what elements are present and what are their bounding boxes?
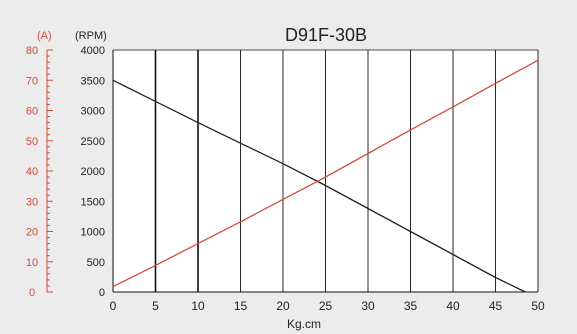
current-tick-label: 60 xyxy=(26,106,38,118)
rpm-tick-label: 500 xyxy=(87,257,105,269)
rpm-unit-label: (RPM) xyxy=(75,30,107,42)
series-line-1 xyxy=(112,79,526,293)
current-tick-label: 20 xyxy=(26,227,38,239)
chart-title: D91F-30B xyxy=(285,25,367,45)
rpm-axis: 0 500 1000 1500 2000 2500 3000 3500 4000 xyxy=(81,45,105,299)
current-unit-label: (A) xyxy=(37,30,52,42)
current-axis: 0 10 20 30 40 50 60 70 80 xyxy=(26,45,53,299)
rpm-tick-label: 3000 xyxy=(81,106,105,118)
rpm-tick-label: 2500 xyxy=(81,136,105,148)
current-tick-label: 30 xyxy=(26,196,38,208)
rpm-tick-label: 1000 xyxy=(81,227,105,239)
x-tick-label: 45 xyxy=(489,299,503,313)
rpm-tick-label: 4000 xyxy=(81,45,105,57)
current-tick-label: 50 xyxy=(26,136,38,148)
series-layer xyxy=(112,59,539,293)
x-tick-label: 30 xyxy=(361,299,375,313)
x-tick-label: 50 xyxy=(531,299,545,313)
grid-layer xyxy=(112,49,539,293)
x-axis: 0 5 10 15 20 25 30 35 40 45 50 xyxy=(110,299,545,313)
x-tick-label: 40 xyxy=(446,299,460,313)
x-tick-label: 0 xyxy=(110,299,117,313)
rpm-tick-label: 2000 xyxy=(81,166,105,178)
current-tick-label: 80 xyxy=(26,45,38,57)
x-axis-label: Kg.cm xyxy=(287,317,321,331)
current-tick-label: 40 xyxy=(26,166,38,178)
x-tick-label: 15 xyxy=(234,299,248,313)
rpm-tick-label: 1500 xyxy=(81,196,105,208)
series-line-2 xyxy=(112,59,539,288)
current-tick-label: 0 xyxy=(29,287,35,299)
rpm-tick-label: 0 xyxy=(99,287,105,299)
rpm-tick-label: 3500 xyxy=(81,75,105,87)
x-tick-label: 10 xyxy=(191,299,205,313)
x-tick-label: 5 xyxy=(152,299,159,313)
current-tick-label: 70 xyxy=(26,75,38,87)
x-tick-label: 35 xyxy=(404,299,418,313)
x-tick-label: 25 xyxy=(319,299,333,313)
x-tick-label: 20 xyxy=(276,299,290,313)
current-tick-label: 10 xyxy=(26,257,38,269)
